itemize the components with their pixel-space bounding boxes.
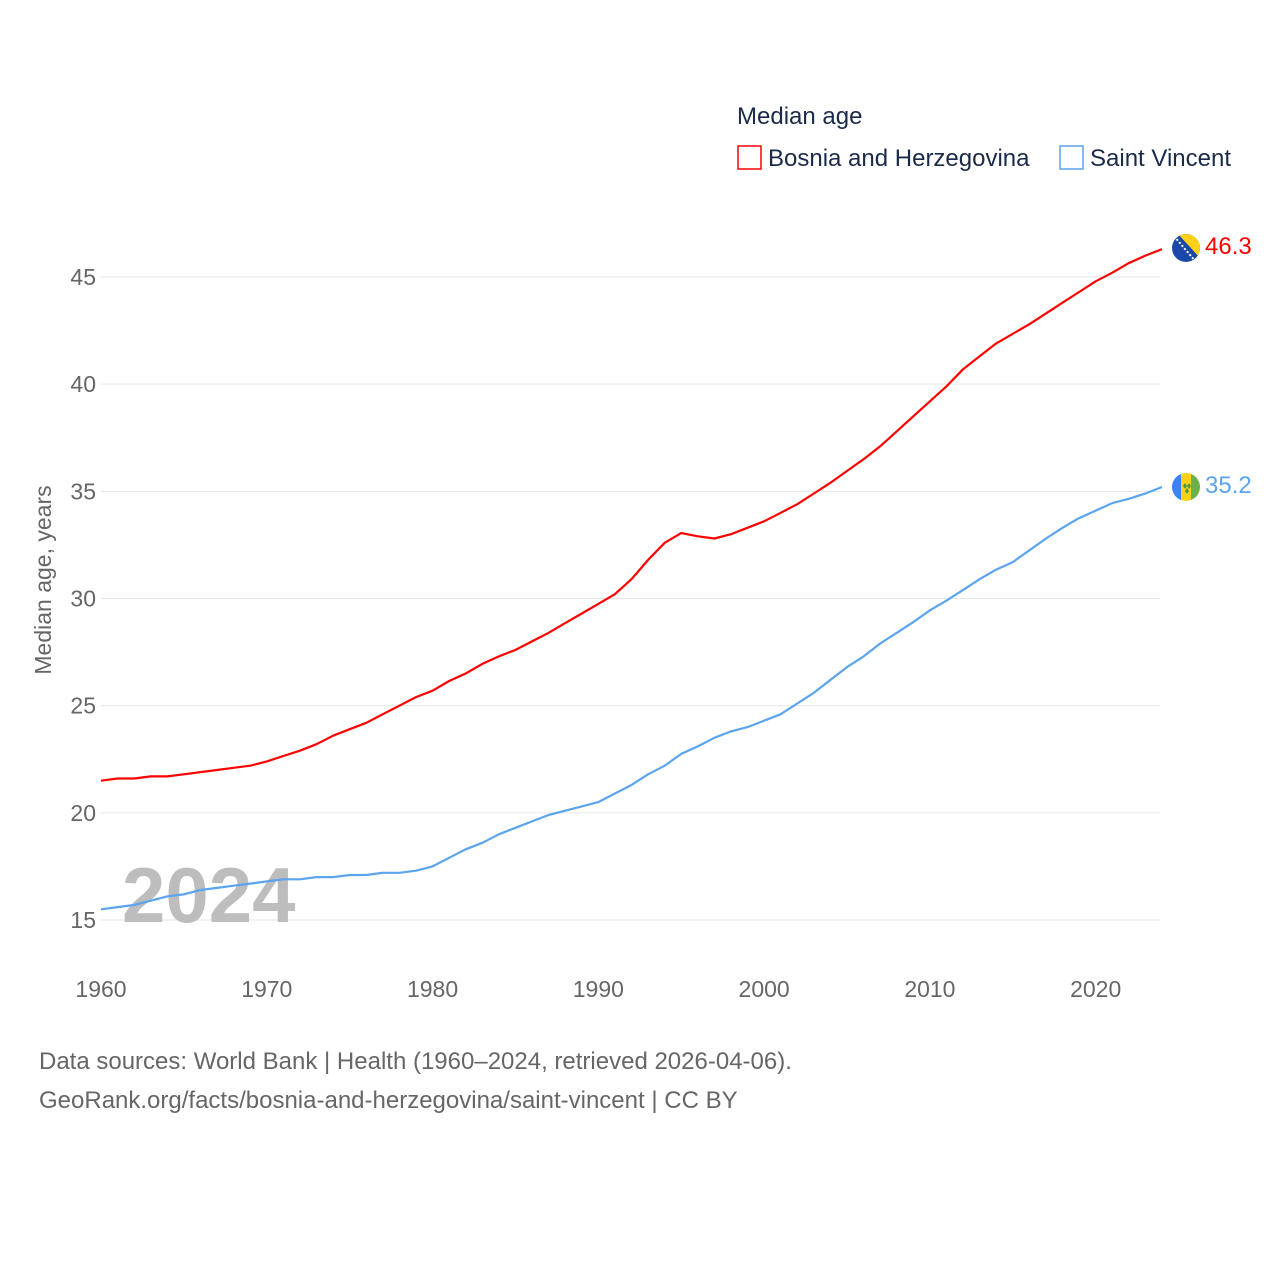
legend-swatch <box>737 145 762 170</box>
series-line-bosnia <box>100 248 1163 782</box>
legend-swatch <box>1059 145 1084 170</box>
legend-title: Median age <box>737 103 862 130</box>
x-tick-label: 1980 <box>407 976 458 1002</box>
y-axis-label: Median age, years <box>30 485 56 674</box>
legend-item-bosnia[interactable]: Bosnia and Herzegovina <box>737 145 1030 172</box>
series-lines <box>100 248 1163 911</box>
x-tick-label: 2000 <box>739 976 790 1002</box>
y-tick-label: 40 <box>70 371 96 397</box>
end-label-bosnia: 46.3 <box>1205 233 1252 260</box>
y-tick-label: 30 <box>70 586 96 612</box>
x-tick-label: 2010 <box>904 976 955 1002</box>
x-tick-label: 1960 <box>75 976 126 1002</box>
legend-item-saint-vincent[interactable]: Saint Vincent <box>1059 145 1231 172</box>
bosnia-flag-icon <box>1172 234 1200 262</box>
y-tick-label: 15 <box>70 907 96 933</box>
y-tick-label: 35 <box>70 478 96 504</box>
y-tick-label: 20 <box>70 800 96 826</box>
y-tick-label: 45 <box>70 264 96 290</box>
year-watermark: 2024 <box>122 851 296 939</box>
legend-label: Saint Vincent <box>1090 145 1231 172</box>
end-label-saint-vincent: 35.2 <box>1205 472 1252 499</box>
legend-label: Bosnia and Herzegovina <box>768 145 1030 172</box>
x-tick-label: 1970 <box>241 976 292 1002</box>
y-tick-label: 25 <box>70 693 96 719</box>
series-line-saint-vincent <box>100 485 1163 911</box>
footer-sources: Data sources: World Bank | Health (1960–… <box>39 1048 792 1075</box>
saint-vincent-flag-icon <box>1172 473 1200 501</box>
gridlines: 15 20 25 30 35 40 45 1960 1970 1980 1990 2000 2010 20… <box>70 264 1160 1002</box>
x-tick-label: 2020 <box>1070 976 1121 1002</box>
footer-attribution[interactable]: GeoRank.org/facts/bosnia-and-herzegovina… <box>39 1087 738 1114</box>
x-tick-label: 1990 <box>573 976 624 1002</box>
